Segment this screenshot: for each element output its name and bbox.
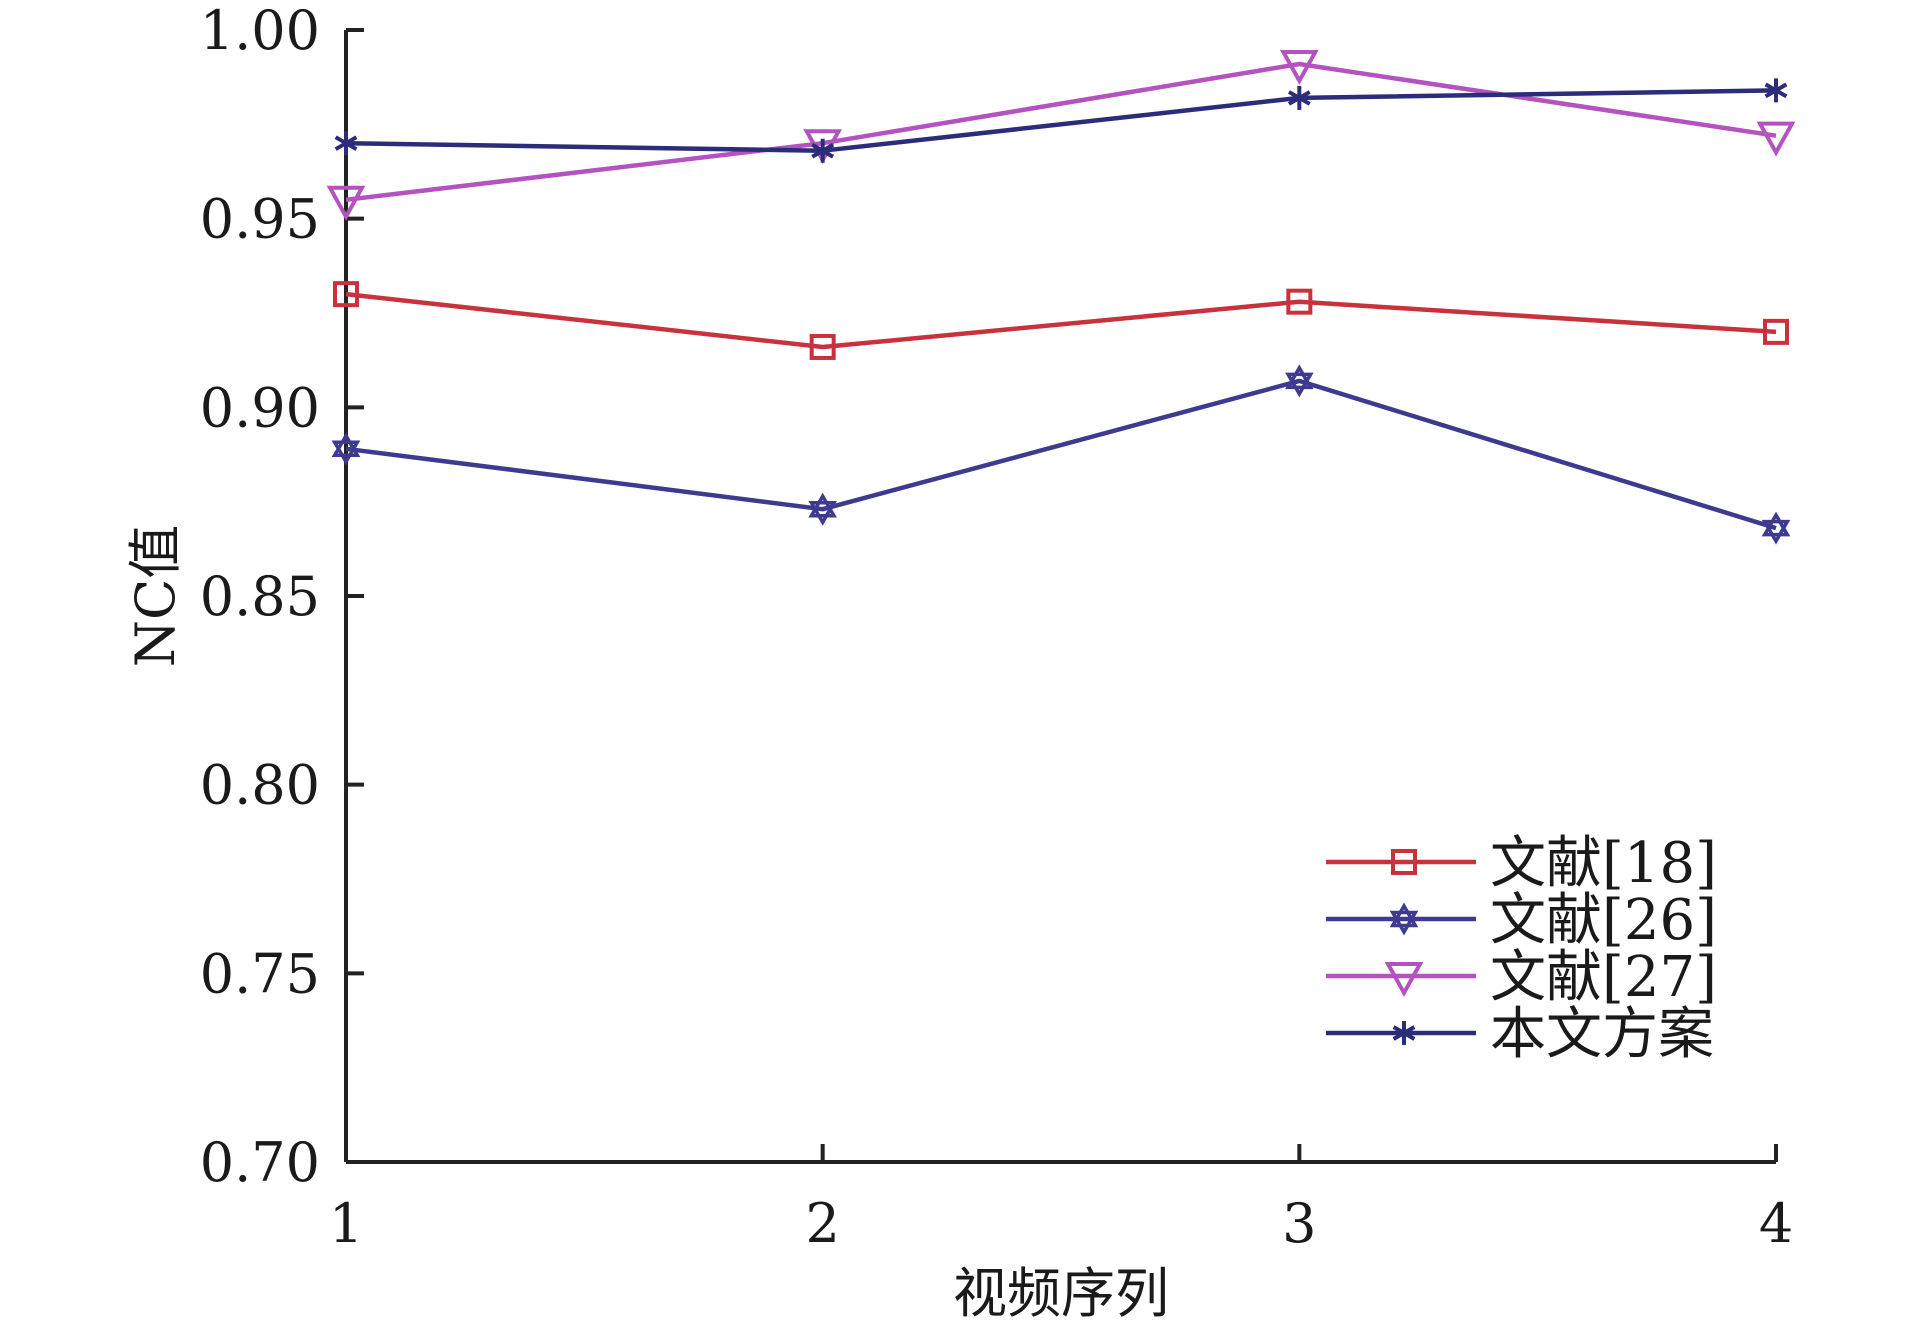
legend-item: 文献[26] — [1326, 888, 1717, 953]
legend-marker — [1389, 902, 1419, 936]
y-tick-label: 0.80 — [200, 754, 320, 817]
y-tick-label: 1.00 — [200, 0, 320, 62]
data-point — [331, 432, 361, 466]
y-tick-label: 0.90 — [200, 376, 320, 439]
series-3 — [326, 49, 1796, 221]
y-tick-label: 0.95 — [200, 188, 320, 251]
legend-marker — [1392, 1021, 1416, 1045]
series-line — [345, 61, 1777, 203]
series-2 — [331, 364, 1791, 545]
x-tick-label: 1 — [329, 1192, 363, 1255]
x-ticks: 1 2 3 4 — [329, 1144, 1793, 1255]
series-line — [345, 378, 1777, 531]
series-line — [345, 88, 1777, 153]
legend-item: 文献[18] — [1326, 831, 1717, 896]
data-point — [1764, 78, 1788, 103]
data-point — [334, 131, 358, 156]
legend-item: 文献[27] — [1326, 945, 1717, 1010]
data-point — [326, 185, 366, 221]
y-tick-label: 0.85 — [200, 565, 320, 628]
legend-label: 文献[18] — [1490, 831, 1717, 896]
data-point — [1761, 511, 1791, 545]
legend-marker — [1391, 849, 1417, 875]
data-point — [811, 138, 835, 163]
series-line — [345, 291, 1777, 350]
legend-label: 文献[26] — [1490, 888, 1717, 953]
legend-item: 本文方案 — [1326, 1002, 1714, 1067]
y-tick-label: 0.75 — [200, 942, 320, 1005]
legend-label: 本文方案 — [1490, 1002, 1714, 1067]
x-tick-label: 2 — [805, 1192, 839, 1255]
legend-label: 文献[27] — [1490, 945, 1717, 1010]
data-point — [1287, 85, 1311, 110]
data-point — [1756, 121, 1796, 157]
series-4 — [334, 78, 1788, 163]
x-tick-label: 4 — [1759, 1192, 1793, 1255]
y-axis-title: NC值 — [124, 525, 187, 668]
legend: 文献[18]文献[26]文献[27]本文方案 — [1326, 831, 1717, 1067]
axes: 0.70 0.75 0.80 0.85 0.90 0.95 1.00 1 2 3 4 — [200, 0, 1793, 1255]
data-point — [1286, 288, 1313, 315]
data-point — [1763, 318, 1789, 345]
y-tick-label: 0.70 — [200, 1131, 320, 1194]
data-point — [808, 492, 837, 526]
y-ticks: 0.70 0.75 0.80 0.85 0.90 0.95 1.00 — [200, 0, 364, 1194]
data-point — [809, 333, 836, 360]
x-axis-title: 视频序列 — [953, 1262, 1169, 1323]
x-tick-label: 3 — [1282, 1192, 1316, 1255]
series-1 — [333, 281, 1789, 360]
data-point — [1285, 364, 1314, 398]
data-point — [1279, 49, 1319, 85]
series-layer — [326, 49, 1796, 545]
data-point — [333, 281, 359, 308]
legend-marker — [1384, 962, 1424, 997]
